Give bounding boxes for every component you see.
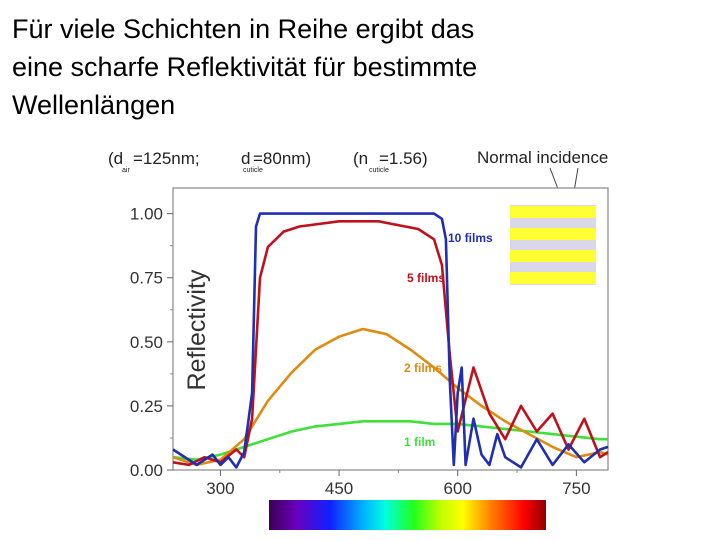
param-d-cut-val: =80nm)	[253, 149, 311, 168]
param-d-cut: d	[241, 149, 250, 168]
series-label-1-film: 1 film	[404, 435, 435, 449]
param-n-cut: (n	[353, 149, 368, 168]
y-axis-label: Reflectivity	[183, 269, 211, 390]
series-label-10-films: 10 films	[448, 231, 493, 245]
stack-layer-4	[510, 272, 596, 284]
param-n-cut-val: =1.56)	[379, 149, 428, 168]
param-d-air-val: =125nm;	[133, 149, 200, 168]
param-d-cut-sub: cuticle	[243, 167, 263, 174]
stack-background	[510, 205, 596, 285]
stack-layer-1	[510, 206, 596, 218]
slide-title: Für viele Schichten in Reihe ergibt das …	[12, 10, 712, 124]
series-group	[172, 212, 609, 469]
visible-spectrum-bar	[269, 500, 546, 530]
layer-stack-inset	[510, 205, 596, 285]
stack-layer-2	[510, 228, 596, 240]
stack-layer-3	[510, 250, 596, 262]
incidence-label: Normal incidence	[477, 148, 608, 167]
title-line-1: Für viele Schichten in Reihe ergibt das	[12, 14, 475, 44]
y-tick-label: 0.75	[130, 269, 163, 288]
series-line-1-film	[172, 420, 608, 461]
series-line-10-films	[172, 212, 609, 469]
x-tick-label: 300	[206, 479, 234, 498]
series-label-2-films: 2 films	[404, 361, 442, 375]
param-d-air-sub: air	[122, 167, 130, 174]
y-tick-label: 1.00	[130, 205, 163, 224]
series-label-5-films: 5 films	[407, 271, 445, 285]
x-axis: 300 450 600 750	[206, 470, 591, 498]
title-line-2: eine scharfe Reflektivität für bestimmte	[12, 52, 478, 82]
param-d-air: (d	[108, 149, 123, 168]
title-line-3: Wellenlängen	[12, 90, 176, 120]
parameter-header: (d air =125nm; d cuticle =80nm) (n cutic…	[108, 148, 608, 174]
y-axis: 0.00 0.25 0.50 0.75 1.00	[130, 205, 173, 480]
y-tick-label: 0.50	[130, 333, 163, 352]
series-labels: 10 films 5 films 2 films 1 film	[404, 231, 493, 449]
series-line-5-films	[172, 220, 609, 467]
x-tick-label: 750	[562, 479, 590, 498]
y-tick-label: 0.25	[130, 397, 163, 416]
x-tick-label: 450	[325, 479, 353, 498]
param-n-cut-sub: cuticle	[369, 167, 389, 174]
x-tick-label: 600	[444, 479, 472, 498]
y-tick-label: 0.00	[130, 461, 163, 480]
